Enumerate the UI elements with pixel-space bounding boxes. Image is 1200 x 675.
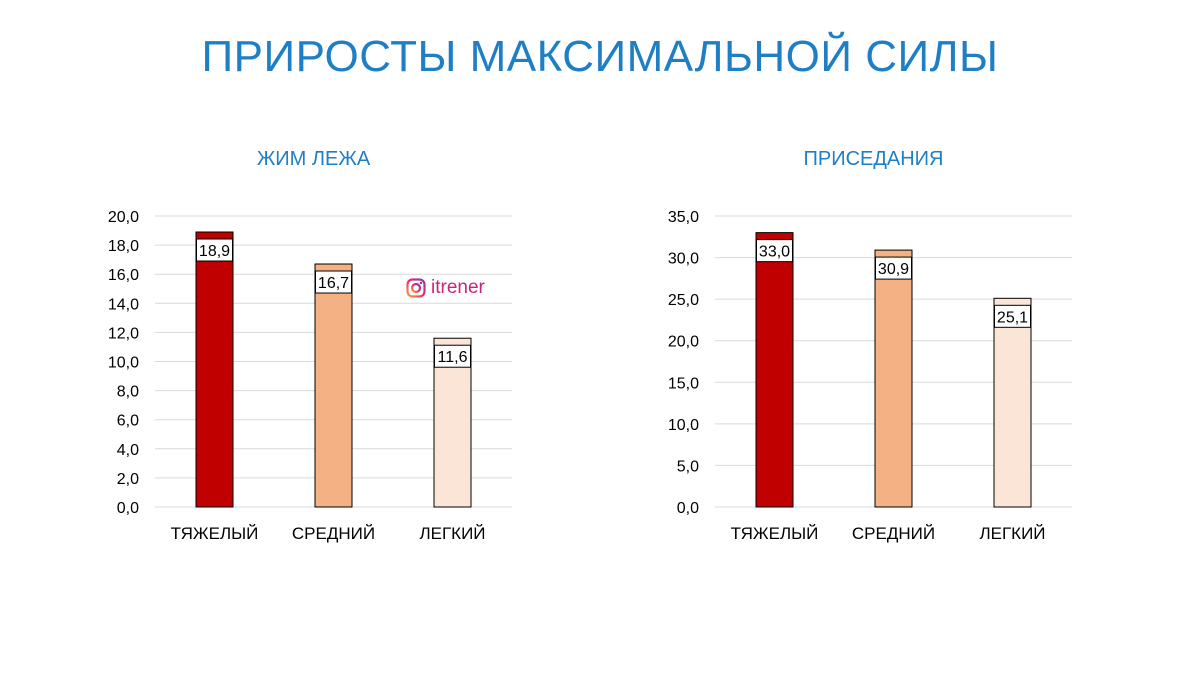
y-tick-label: 15,0	[668, 375, 699, 392]
instagram-icon	[406, 278, 426, 298]
y-tick-label: 5,0	[677, 458, 699, 475]
data-label: 33,0	[759, 244, 790, 261]
y-tick-label: 0,0	[117, 500, 139, 517]
x-tick-label: СРЕДНИЙ	[292, 524, 375, 543]
chart-title: ЖИМ ЛЕЖА	[257, 148, 371, 170]
y-tick-label: 18,0	[108, 238, 139, 255]
y-tick-label: 2,0	[117, 471, 139, 488]
y-tick-label: 14,0	[108, 296, 139, 313]
y-tick-label: 8,0	[117, 384, 139, 401]
data-label-box	[875, 256, 912, 280]
y-tick-label: 6,0	[117, 413, 139, 430]
data-label-box	[434, 344, 471, 368]
y-tick-label: 12,0	[108, 325, 139, 342]
x-tick-label: ТЯЖЕЛЫЙ	[171, 524, 259, 543]
bar	[314, 263, 353, 508]
x-tick-label: ТЯЖЕЛЫЙ	[731, 524, 819, 543]
y-tick-label: 35,0	[668, 209, 699, 226]
bar	[195, 231, 234, 508]
watermark: itrener	[406, 277, 485, 299]
x-tick-label: ЛЕГКИЙ	[979, 524, 1045, 543]
y-tick-label: 20,0	[108, 209, 139, 226]
x-tick-label: СРЕДНИЙ	[852, 524, 935, 543]
data-label: 30,9	[878, 261, 909, 278]
bar	[993, 297, 1032, 508]
y-tick-label: 25,0	[668, 292, 699, 309]
y-tick-label: 10,0	[108, 355, 139, 372]
squat-chart: ПРИСЕДАНИЯ 0,0 5,0 10,0 15,0 20,0 25,0 30,0 35,0…	[668, 148, 1072, 543]
y-tick-label: 16,0	[108, 267, 139, 284]
watermark-text: itrener	[431, 277, 485, 298]
data-label: 18,9	[199, 243, 230, 260]
data-label: 11,6	[438, 349, 468, 366]
x-tick-label: ЛЕГКИЙ	[419, 524, 485, 543]
data-label: 25,1	[997, 309, 1028, 326]
y-tick-label: 20,0	[668, 334, 699, 351]
bar	[874, 249, 913, 508]
y-tick-label: 30,0	[668, 251, 699, 268]
data-label-box	[196, 238, 233, 262]
page-title: ПРИРОСТЫ МАКСИМАЛЬНОЙ СИЛЫ	[201, 32, 999, 81]
data-label-box	[756, 239, 793, 263]
chart-title: ПРИСЕДАНИЯ	[803, 148, 943, 170]
data-label-box	[994, 304, 1031, 328]
data-label: 16,7	[318, 275, 349, 292]
y-tick-label: 0,0	[677, 500, 699, 517]
bench-press-chart: ЖИМ ЛЕЖА 0,0 2,0 4,0 6,0 8,0 10,0 12,0 14,0 16,0 1…	[108, 148, 512, 543]
y-tick-label: 10,0	[668, 417, 699, 434]
data-label-box	[315, 270, 352, 294]
y-tick-label: 4,0	[117, 442, 139, 459]
bar	[755, 232, 794, 508]
